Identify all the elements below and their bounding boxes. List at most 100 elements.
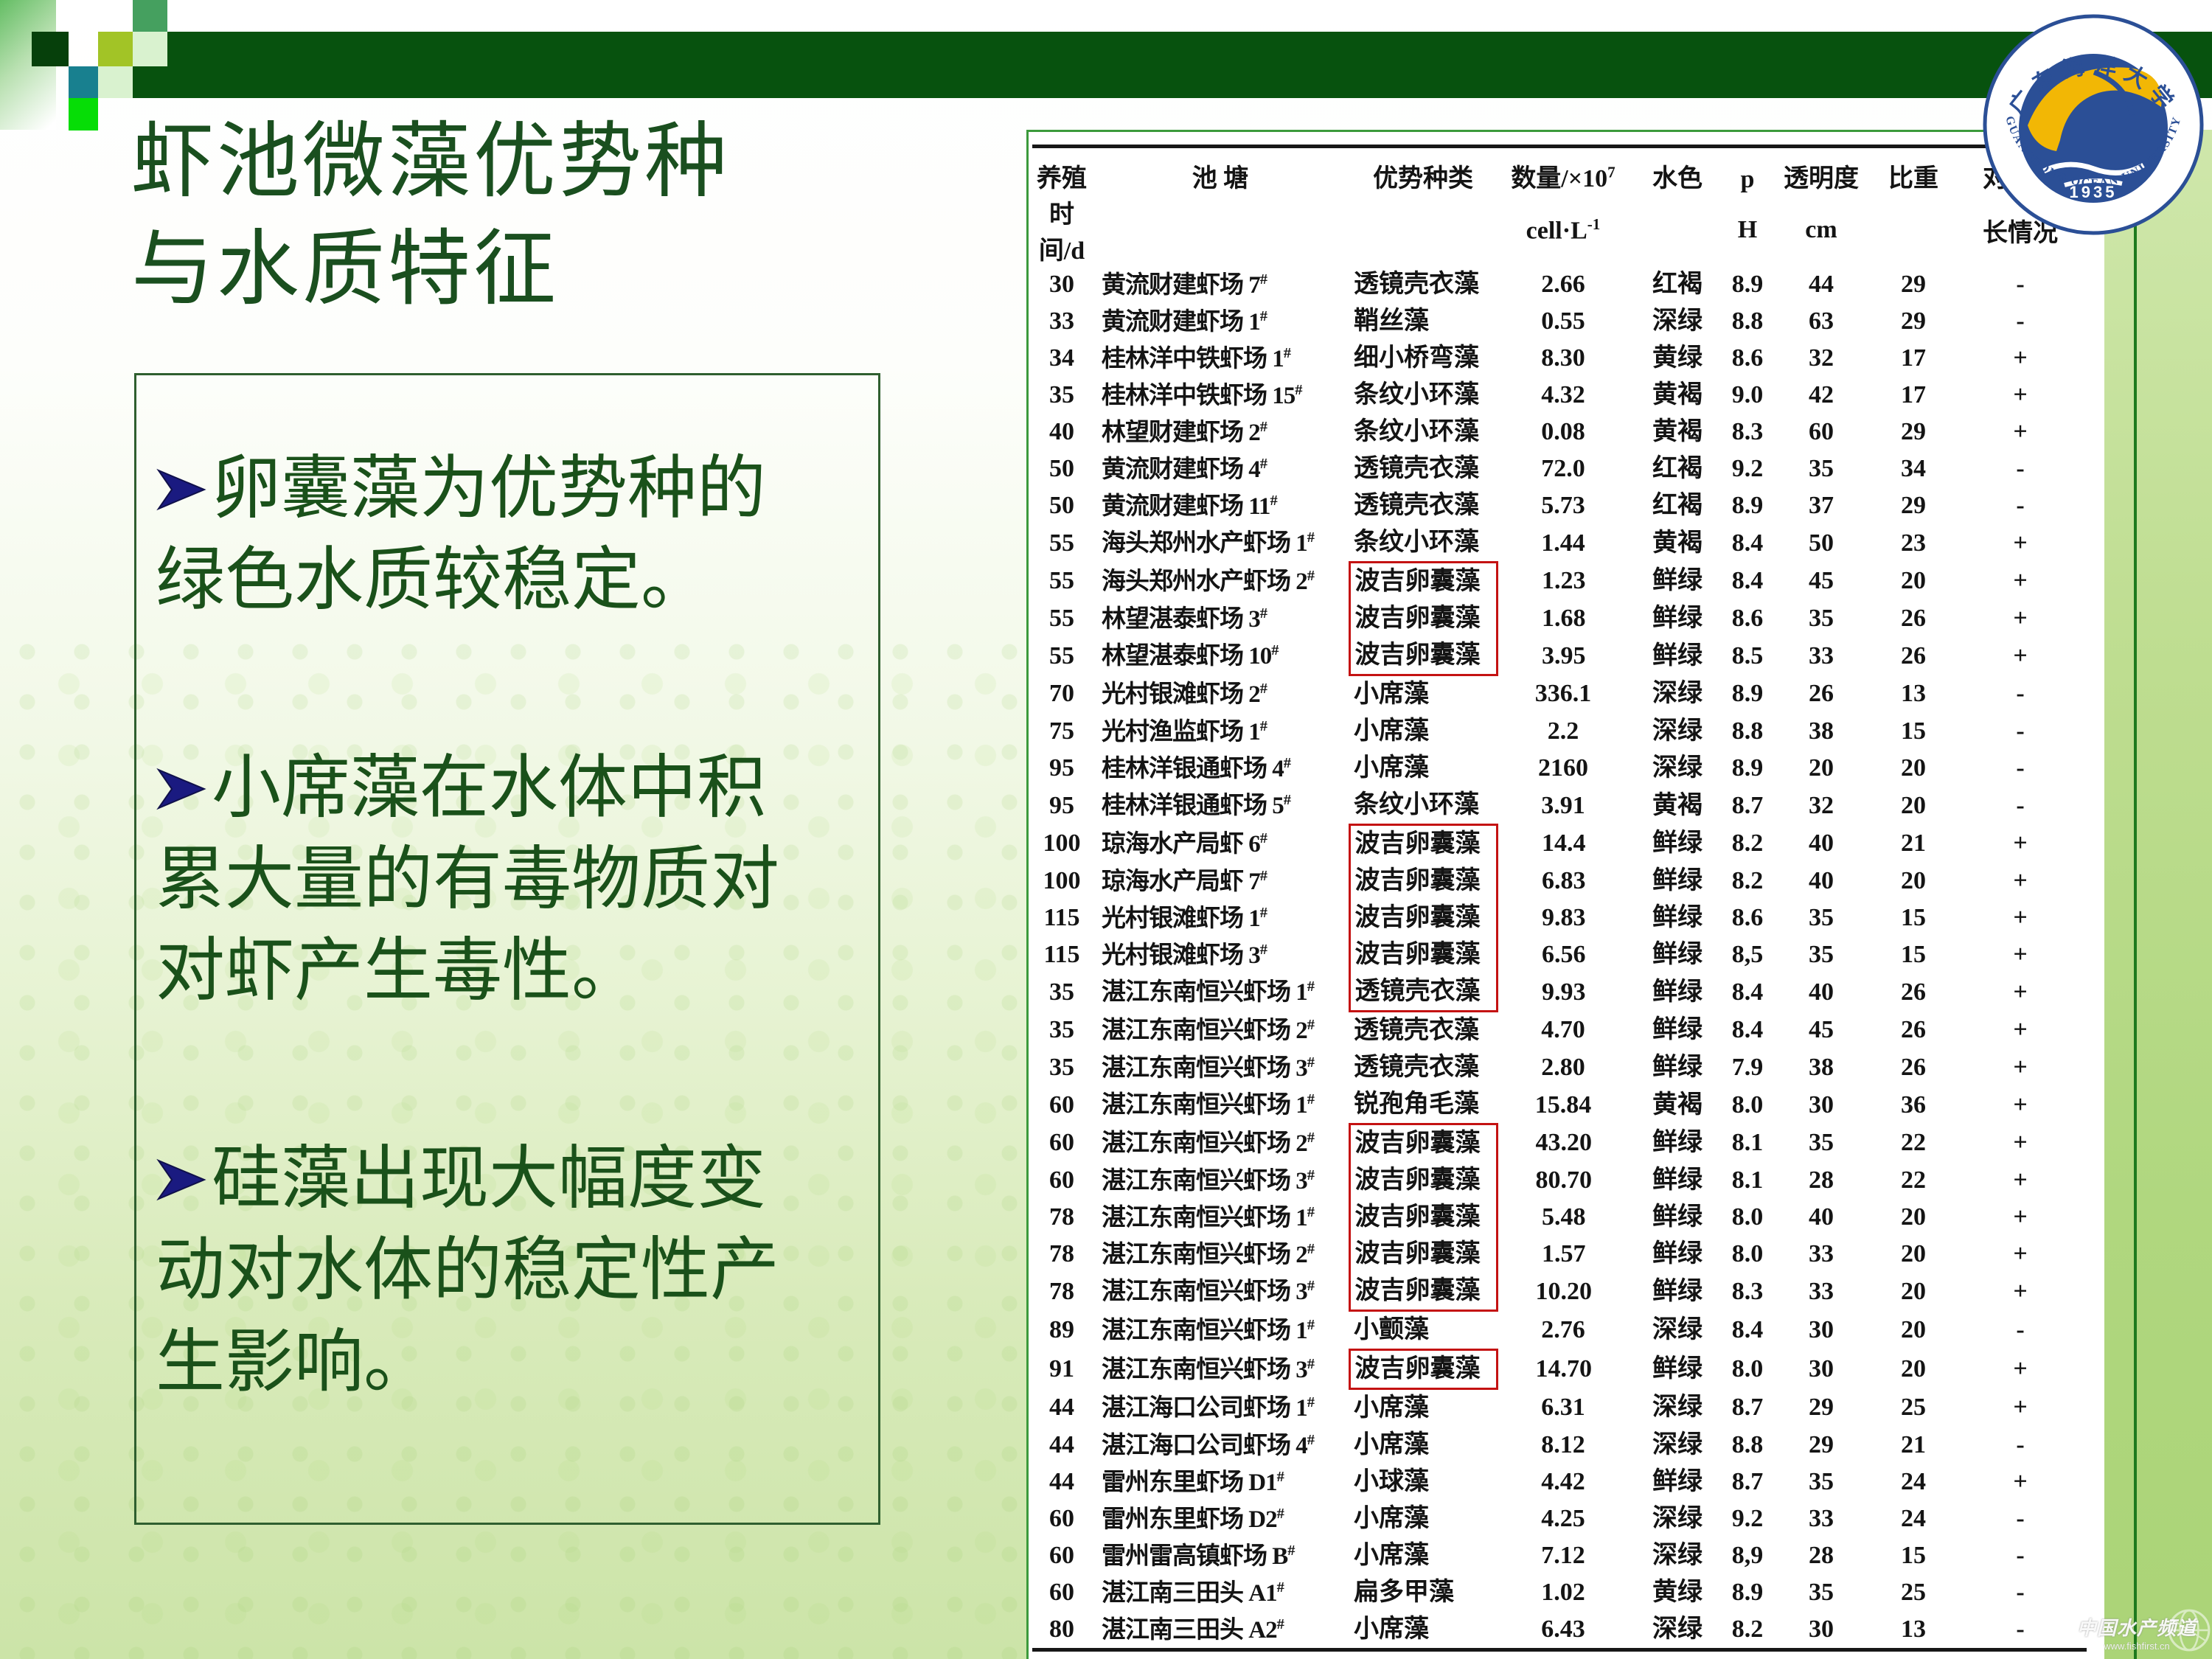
cell-pond: 湛江东南恒兴虾场 1# (1102, 978, 1315, 1006)
col-header-4: 水色 (1652, 165, 1703, 192)
cell-quantity: 1.23 (1542, 567, 1586, 595)
cell-transparency: 35 (1809, 1468, 1834, 1495)
cell-growth: + (2013, 1468, 2028, 1495)
cell-gravity: 36 (1901, 1091, 1926, 1119)
right-green-strip (2104, 130, 2212, 1659)
cell-quantity: 80.70 (1535, 1166, 1593, 1194)
cell-pond: 琼海水产局虾 6# (1102, 830, 1267, 858)
cell-species: 透镜壳衣藻 (1354, 1054, 1479, 1081)
cell-ph: 8.4 (1731, 1016, 1764, 1044)
cell-pond: 湛江东南恒兴虾场 2# (1102, 1129, 1315, 1157)
cell-species: 小席藻 (1354, 1505, 1429, 1532)
bullet-text: 卵囊藻为优势种的 绿色水质较稳定。 (156, 451, 767, 619)
cell-growth: - (2016, 455, 2025, 482)
cell-quantity: 3.91 (1541, 791, 1585, 819)
cell-pond: 黄流财建虾场 1# (1102, 307, 1267, 335)
table-row: 50 黄流财建虾场 4# 透镜壳衣藻 72.0 红褐 9.2 35 34 - (1032, 451, 2087, 487)
cell-time: 70 (1049, 680, 1074, 708)
table-row: 95 桂林洋银通虾场 5# 条纹小环藻 3.91 黄褐 8.7 32 20 - (1032, 787, 2087, 825)
col-header-0: 养殖 (1037, 165, 1087, 192)
cell-quantity: 43.20 (1535, 1129, 1593, 1157)
cell-time: 115 (1043, 904, 1080, 931)
cell-quantity: 14.70 (1535, 1355, 1593, 1382)
table-row: 75 光村渔监虾场 1# 小席藻 2.2 深绿 8.8 38 15 - (1032, 713, 2087, 750)
cell-quantity: 9.83 (1542, 904, 1586, 931)
cell-pond: 雷州东里虾场 D2# (1102, 1505, 1284, 1533)
col-subheader-0: 时间/d (1038, 201, 1085, 265)
cell-species: 小球藻 (1354, 1468, 1429, 1495)
cell-pond: 湛江东南恒兴虾场 3# (1102, 1355, 1315, 1383)
cell-time: 75 (1049, 717, 1074, 745)
cell-transparency: 30 (1809, 1316, 1834, 1343)
cell-water-color: 红褐 (1652, 455, 1703, 482)
cell-species: 细小桥弯藻 (1354, 344, 1479, 372)
cell-gravity: 29 (1901, 492, 1926, 519)
table-row: 89 湛江东南恒兴虾场 1# 小颤藻 2.76 深绿 8.4 30 20 - (1032, 1311, 2087, 1350)
cell-transparency: 30 (1809, 1091, 1834, 1119)
cell-time: 78 (1049, 1277, 1074, 1305)
cell-ph: 8.7 (1731, 791, 1764, 819)
cell-quantity: 0.08 (1541, 418, 1585, 445)
cell-gravity: 29 (1901, 418, 1926, 445)
cell-water-color: 深绿 (1652, 754, 1703, 782)
table-row: 78 湛江东南恒兴虾场 3# 波吉卵囊藻 10.20 鲜绿 8.3 33 20 + (1032, 1273, 2087, 1312)
cell-quantity: 2.80 (1541, 1054, 1585, 1081)
cell-transparency: 29 (1809, 1394, 1834, 1422)
cell-water-color: 黄褐 (1652, 791, 1703, 819)
cell-transparency: 32 (1809, 344, 1834, 372)
cell-time: 50 (1049, 492, 1074, 519)
cell-ph: 8.2 (1731, 830, 1764, 858)
cell-time: 35 (1049, 978, 1074, 1006)
cell-transparency: 30 (1809, 1355, 1834, 1382)
col-header-3: 数量/×107 (1511, 163, 1615, 192)
cell-time: 44 (1049, 1468, 1074, 1495)
cell-pond: 湛江南三田头 A2# (1102, 1615, 1284, 1644)
cell-ph: 8.8 (1731, 307, 1764, 335)
cell-species: 波吉卵囊藻 (1348, 1123, 1498, 1162)
cell-transparency: 30 (1809, 1615, 1834, 1643)
cell-ph: 8.4 (1731, 529, 1764, 557)
cell-pond: 海头郑州水产虾场 2# (1102, 567, 1315, 595)
cell-species: 波吉卵囊藻 (1348, 600, 1498, 637)
cell-growth: + (2013, 344, 2028, 372)
cell-species: 小席藻 (1354, 717, 1429, 745)
watermark-url: www.fishfirst.cn (2104, 1641, 2170, 1652)
cell-pond: 黄流财建虾场 7# (1102, 271, 1267, 299)
cell-time: 60 (1049, 1505, 1074, 1532)
mosaic-darkgreen-square (32, 32, 69, 66)
cell-ph: 9.2 (1731, 1505, 1764, 1532)
cell-species: 小颤藻 (1354, 1316, 1429, 1343)
col-header-5: p (1740, 166, 1755, 193)
cell-gravity: 13 (1901, 1615, 1926, 1643)
cell-species: 条纹小环藻 (1354, 418, 1479, 445)
cell-transparency: 33 (1809, 1277, 1834, 1305)
cell-water-color: 黄褐 (1652, 418, 1703, 445)
cell-growth: + (2013, 1203, 2028, 1231)
cell-ph: 8,9 (1731, 1542, 1764, 1569)
table-row: 44 雷州东里虾场 D1# 小球藻 4.42 鲜绿 8.7 35 24 + (1032, 1464, 2087, 1500)
cell-gravity: 15 (1901, 904, 1926, 931)
cell-species: 锐孢角毛藻 (1354, 1091, 1479, 1118)
cell-growth: - (2016, 1615, 2025, 1643)
cell-time: 30 (1049, 271, 1074, 298)
cell-ph: 8.1 (1731, 1166, 1764, 1194)
cell-quantity: 8.12 (1541, 1431, 1585, 1458)
cell-time: 95 (1049, 791, 1074, 819)
cell-growth: + (2013, 904, 2028, 931)
table-row: 100 琼海水产局虾 6# 波吉卵囊藻 14.4 鲜绿 8.2 40 21 + (1032, 824, 2087, 863)
cell-ph: 9.2 (1731, 455, 1764, 482)
cell-water-color: 深绿 (1652, 1615, 1703, 1643)
cell-species: 鞘丝藻 (1354, 307, 1429, 335)
mosaic-tealblue-square (69, 66, 98, 98)
cell-species: 波吉卵囊藻 (1348, 936, 1498, 973)
table-row: 60 湛江东南恒兴虾场 2# 波吉卵囊藻 43.20 鲜绿 8.1 35 22 + (1032, 1123, 2087, 1162)
cell-growth: + (2013, 1016, 2028, 1044)
cell-transparency: 35 (1809, 1579, 1834, 1606)
cell-transparency: 28 (1809, 1542, 1834, 1569)
cell-gravity: 20 (1901, 791, 1926, 819)
cell-gravity: 20 (1901, 867, 1926, 894)
cell-pond: 湛江东南恒兴虾场 3# (1102, 1278, 1315, 1306)
table-row: 78 湛江东南恒兴虾场 2# 波吉卵囊藻 1.57 鲜绿 8.0 33 20 + (1032, 1236, 2087, 1273)
cell-species: 小席藻 (1354, 1615, 1429, 1643)
